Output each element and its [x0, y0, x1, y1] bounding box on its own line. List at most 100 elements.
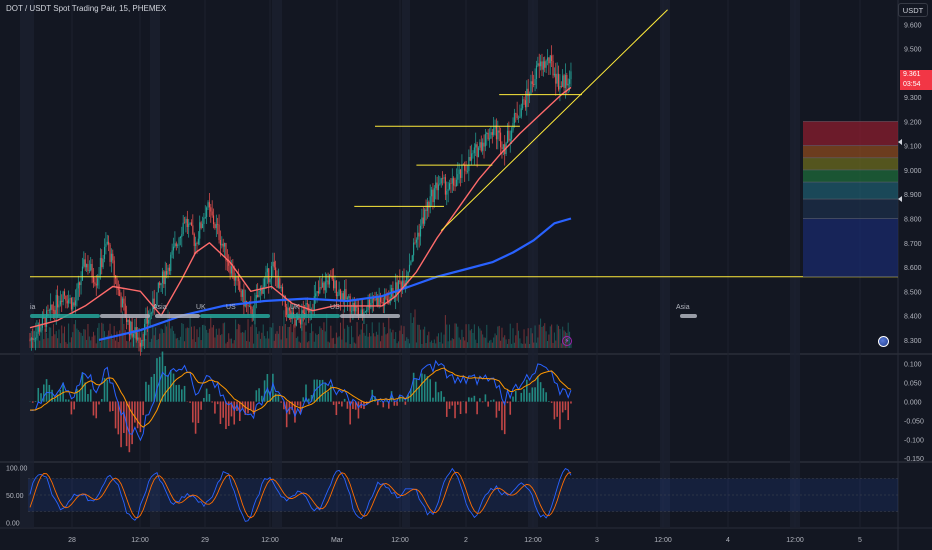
volume-bar	[444, 315, 446, 348]
volume-bar	[240, 332, 242, 348]
macd-histogram-bar	[509, 401, 512, 415]
candle-body	[323, 282, 325, 291]
candle-body	[83, 259, 85, 267]
volume-bar	[356, 322, 358, 348]
volume-bar	[157, 339, 159, 348]
macd-histogram-bar	[346, 401, 349, 409]
candle-body	[112, 253, 114, 261]
candle-body	[52, 309, 55, 311]
session-label: UK	[290, 304, 300, 311]
volume-bar	[146, 324, 148, 348]
candle-body	[164, 271, 166, 285]
candle-body	[453, 178, 455, 186]
globe-icon[interactable]	[878, 336, 889, 347]
candle-body	[523, 99, 525, 101]
volume-bar	[52, 324, 54, 348]
macd-histogram-bar	[534, 387, 536, 402]
candle-body	[262, 286, 264, 294]
volume-bar	[87, 324, 89, 348]
candle-body	[217, 224, 219, 225]
candle-body	[338, 289, 340, 295]
candle-body	[429, 196, 431, 208]
volume-bar	[197, 337, 199, 348]
volume-bar	[450, 340, 452, 348]
fib-band	[803, 145, 898, 158]
macd-histogram-bar	[321, 379, 324, 402]
macd-histogram-bar	[396, 401, 398, 406]
macd-histogram-bar	[244, 401, 247, 415]
price-tick-label: 9.000	[904, 168, 922, 175]
volume-bar	[333, 337, 335, 348]
macd-histogram-bar	[92, 401, 95, 416]
candle-body	[384, 294, 386, 307]
volume-bar	[233, 340, 235, 348]
candle-body	[472, 153, 474, 154]
candle-body	[54, 310, 56, 315]
volume-bar	[236, 329, 238, 348]
volume-bar	[317, 333, 319, 348]
candle-body	[199, 222, 201, 239]
time-tick-label: 12:00	[654, 537, 672, 544]
macd-histogram-bar	[465, 401, 467, 414]
candle-body	[235, 276, 237, 281]
candle-body	[257, 295, 259, 298]
candle-body	[436, 182, 438, 191]
volume-bar	[65, 342, 67, 348]
candle-body	[68, 299, 70, 304]
candle-body	[396, 282, 398, 294]
volume-bar	[381, 335, 383, 348]
macd-histogram-bar	[412, 372, 415, 402]
volume-bar	[178, 340, 180, 348]
volume-bar	[35, 322, 37, 348]
volume-bar	[251, 324, 253, 348]
macd-histogram-bar	[84, 382, 86, 402]
volume-bar	[86, 339, 88, 348]
volume-bar	[471, 328, 473, 348]
macd-histogram-bar	[291, 401, 293, 411]
candle-body	[97, 278, 99, 286]
candle-body	[378, 297, 380, 306]
volume-bar	[559, 329, 561, 348]
candle-body	[545, 60, 547, 68]
volume-bar	[346, 325, 348, 348]
volume-bar	[272, 322, 274, 348]
volume-bar	[436, 336, 438, 348]
lightning-icon[interactable]: ⚡	[562, 336, 572, 346]
volume-bar	[276, 331, 278, 348]
volume-bar	[29, 338, 31, 348]
time-tick-label: 5	[858, 537, 862, 544]
volume-bar	[121, 311, 123, 348]
macd-histogram-bar	[528, 392, 531, 402]
macd-histogram-bar	[495, 401, 498, 418]
candle-body	[400, 282, 402, 289]
price-tick-label: 8.800	[904, 216, 922, 223]
macd-histogram-bar	[313, 379, 316, 402]
volume-bar	[504, 335, 506, 348]
volume-bar	[92, 331, 94, 348]
candle-body	[522, 99, 524, 109]
candle-body	[415, 239, 417, 243]
volume-bar	[403, 326, 405, 348]
candle-body	[79, 282, 81, 286]
volume-bar	[366, 324, 368, 348]
candle-body	[207, 202, 209, 208]
macd-histogram-bar	[506, 401, 509, 404]
volume-bar	[483, 337, 485, 348]
session-label: Asia	[676, 304, 690, 311]
macd-histogram-bar	[227, 401, 230, 426]
stoch-tick-label: 0.00	[6, 521, 20, 528]
volume-bar	[320, 328, 322, 348]
volume-bar	[97, 327, 99, 348]
candle-body	[222, 243, 224, 247]
volume-bar	[145, 338, 147, 348]
macd-histogram-bar	[302, 397, 305, 402]
volume-bar	[283, 310, 285, 348]
candle-body	[548, 57, 550, 64]
candle-body	[171, 250, 173, 255]
currency-button[interactable]: USDT	[898, 3, 928, 17]
candle-body	[268, 268, 270, 283]
candle-body	[437, 184, 440, 191]
volume-bar	[328, 342, 330, 348]
volume-bar	[50, 327, 52, 348]
